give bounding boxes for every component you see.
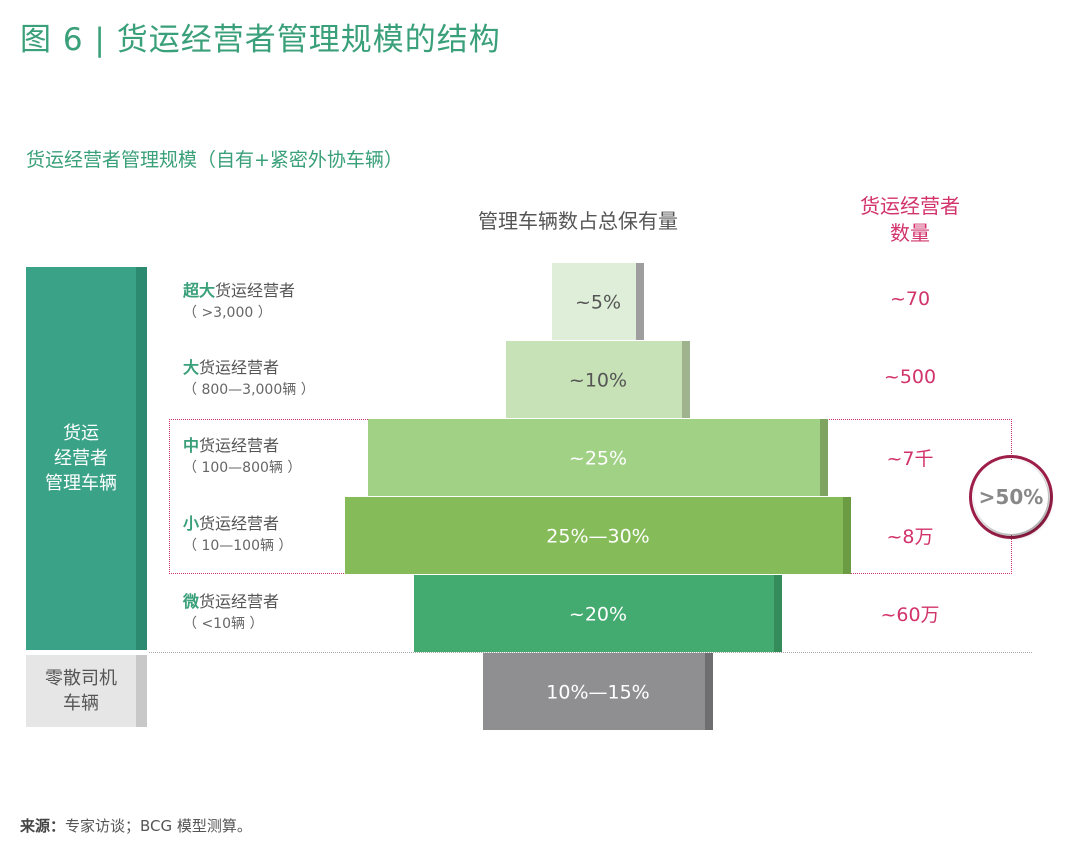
loose-group-edge bbox=[136, 655, 147, 727]
tier-label-small: 小货运经营者 （ 10—100辆 ） bbox=[183, 512, 292, 558]
figure-title: 图 6 | 货运经营者管理规模的结构 bbox=[20, 22, 501, 58]
share-column-header: 管理车辆数占总保有量 bbox=[478, 209, 678, 233]
count-header-line1: 货运经营者 bbox=[860, 194, 960, 218]
tier-label-super-large: 超大货运经营者 （ >3,000 ） bbox=[183, 279, 295, 325]
count-header-line2: 数量 bbox=[890, 221, 930, 245]
tier-name: 货运经营者 bbox=[199, 358, 280, 377]
managed-loose-divider bbox=[149, 652, 1032, 653]
tier-range: （ >3,000 ） bbox=[183, 305, 272, 321]
share-bar-edge bbox=[843, 497, 851, 574]
share-bar bbox=[552, 263, 636, 340]
tier-name: 货运经营者 bbox=[199, 514, 280, 533]
share-bar-edge bbox=[636, 263, 644, 340]
operator-count-label: ~7千 bbox=[886, 447, 934, 470]
operator-count-label: ~70 bbox=[889, 287, 931, 310]
share-bar bbox=[414, 575, 774, 652]
tier-label-medium: 中货运经营者 （ 100—800辆 ） bbox=[183, 434, 301, 480]
managed-group-line3: 管理车辆 bbox=[45, 473, 117, 494]
majority-callout-ring bbox=[969, 455, 1053, 539]
tier-name: 货运经营者 bbox=[199, 436, 280, 455]
tier-prefix: 中 bbox=[183, 436, 200, 455]
managed-vehicles-group: 货运 经营者 管理车辆 bbox=[26, 267, 136, 650]
operator-count-label: ~500 bbox=[883, 365, 937, 388]
share-bar bbox=[368, 419, 820, 496]
managed-group-edge bbox=[136, 267, 147, 650]
tier-label-micro: 微货运经营者 （ <10辆 ） bbox=[183, 590, 279, 636]
source-label: 来源： bbox=[20, 817, 66, 835]
share-label: ~10% bbox=[569, 370, 627, 392]
loose-drivers-group: 零散司机 车辆 bbox=[26, 655, 136, 727]
count-column-header: 货运经营者 数量 bbox=[840, 193, 980, 247]
tier-prefix: 超大 bbox=[183, 281, 216, 300]
managed-group-line2: 经营者 bbox=[54, 448, 108, 469]
share-bar-edge bbox=[705, 653, 713, 730]
tier-range: （ 100—800辆 ） bbox=[183, 460, 302, 476]
share-label: 10%—15% bbox=[546, 682, 649, 704]
share-bar-edge bbox=[682, 341, 690, 418]
source-text: 专家访谈；BCG 模型测算。 bbox=[65, 817, 252, 835]
share-bar bbox=[506, 341, 682, 418]
operator-count-label: ~60万 bbox=[880, 603, 940, 626]
chart-subtitle: 货运经营者管理规模（自有+紧密外协车辆） bbox=[26, 149, 403, 171]
share-label: 25%—30% bbox=[546, 526, 649, 548]
share-bar-edge bbox=[774, 575, 782, 652]
tier-name: 货运经营者 bbox=[199, 592, 280, 611]
tier-range: （ <10辆 ） bbox=[183, 616, 264, 632]
majority-callout-badge: >50% bbox=[974, 460, 1048, 534]
share-bar bbox=[483, 653, 705, 730]
source-note: 来源：专家访谈；BCG 模型测算。 bbox=[20, 815, 252, 836]
tier-prefix: 微 bbox=[183, 592, 200, 611]
tier-prefix: 小 bbox=[183, 514, 200, 533]
tier-prefix: 大 bbox=[183, 358, 200, 377]
operator-count-label: ~8万 bbox=[886, 525, 934, 548]
tier-label-large: 大货运经营者 （ 800—3,000辆 ） bbox=[183, 356, 315, 402]
share-bar bbox=[345, 497, 843, 574]
managed-group-line1: 货运 bbox=[63, 423, 99, 444]
share-bar-edge bbox=[820, 419, 828, 496]
share-label: ~25% bbox=[569, 448, 627, 470]
tier-range: （ 800—3,000辆 ） bbox=[183, 382, 315, 398]
loose-group-line2: 车辆 bbox=[63, 693, 99, 714]
loose-group-line1: 零散司机 bbox=[45, 668, 117, 689]
tier-name: 货运经营者 bbox=[215, 281, 296, 300]
share-label: ~5% bbox=[575, 292, 621, 314]
tier-range: （ 10—100辆 ） bbox=[183, 538, 293, 554]
share-label: ~20% bbox=[569, 604, 627, 626]
